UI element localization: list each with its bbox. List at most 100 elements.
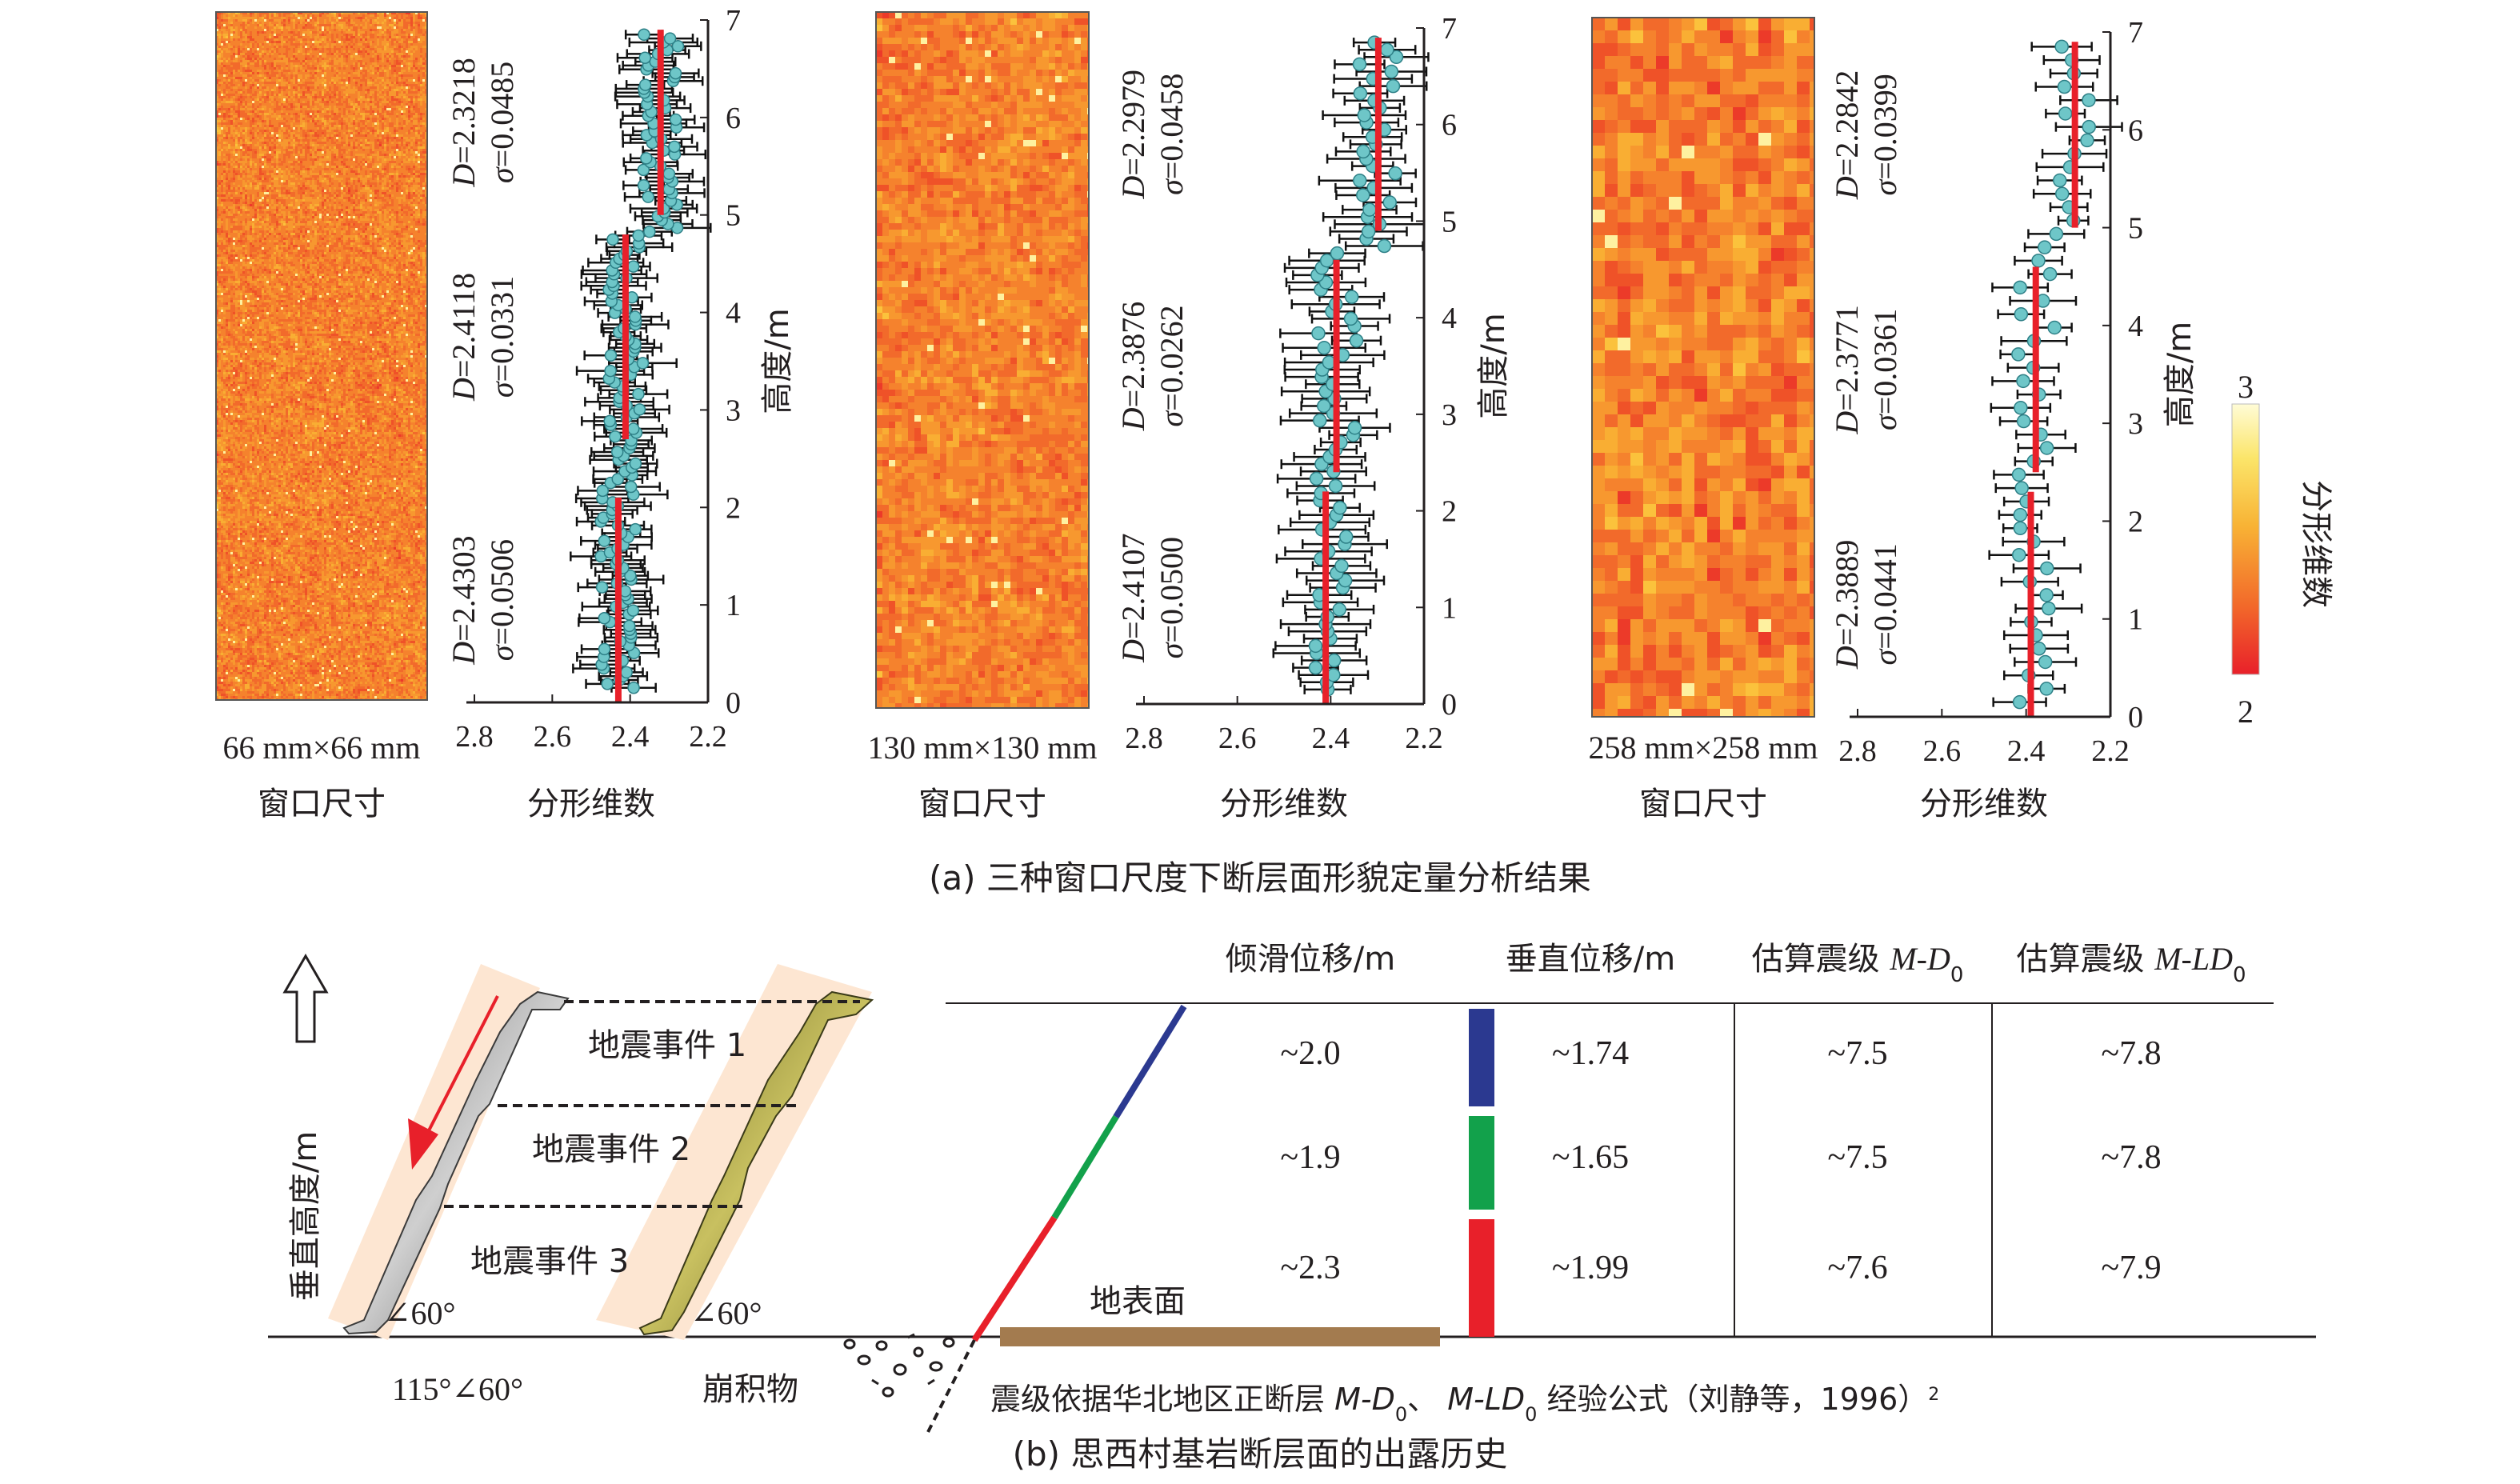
segment-sigma-label: σ=0.0500 xyxy=(1154,537,1190,658)
data-point xyxy=(2014,481,2029,495)
data-point xyxy=(637,163,650,177)
x-tick-label: 2.4 xyxy=(2007,734,2046,768)
y-tick-label: 2 xyxy=(1442,495,1457,529)
error-bars xyxy=(1988,42,2123,707)
data-point xyxy=(663,32,677,45)
data-point xyxy=(624,480,638,494)
y-axis-label: 高度/m xyxy=(759,308,796,414)
data-point xyxy=(2013,521,2028,536)
fractal-map-1 xyxy=(215,11,428,701)
y-tick-label: 5 xyxy=(1442,205,1457,238)
panel-labels: 66 mm×66 mm 窗口尺寸 分形维数 130 mm×130 mm 窗口尺寸 分形维数… xyxy=(222,730,2048,822)
data-point xyxy=(2042,601,2056,616)
x-tick-label: 2.8 xyxy=(455,720,494,754)
x-axis-label: 分形维数 xyxy=(1920,786,2048,822)
window-size-label: 66 mm×66 mm xyxy=(222,730,420,766)
data-point xyxy=(1384,64,1399,79)
data-point xyxy=(2054,39,2069,54)
table-header-m-d0: 估算震级 M-D0 xyxy=(1752,941,1964,987)
data-point xyxy=(609,430,622,443)
ground-surface-label: 地表面 xyxy=(1090,1283,1186,1320)
data-point xyxy=(1380,42,1394,57)
data-point xyxy=(1386,78,1401,94)
y-tick-label: 6 xyxy=(2128,114,2143,147)
y-tick-label: 4 xyxy=(726,297,741,330)
vertical-cell: ~1.74 xyxy=(1552,1035,1629,1072)
profile-plot-3: 2.8 2.6 2.4 2.20 1 2 3 4 5 6 7 高度/m D=2.3889σ=0.0441… xyxy=(1829,16,2198,768)
data-point xyxy=(642,190,654,203)
y-tick-label: 7 xyxy=(726,4,741,38)
fault-scan-grey xyxy=(342,990,570,1335)
table-header-m-ld0: 估算震级 M-LD0 xyxy=(2016,941,2246,987)
x-tick-label: 2.4 xyxy=(1312,722,1350,755)
data-point xyxy=(2038,240,2052,254)
data-point xyxy=(2082,93,2096,107)
x-axis-label: 分形维数 xyxy=(527,786,655,822)
angle-label-left: ∠60° xyxy=(384,1295,456,1331)
data-point xyxy=(1311,326,1326,341)
y-tick-label: 0 xyxy=(2128,701,2143,734)
segment-sigma-label: σ=0.0441 xyxy=(1867,543,1903,665)
segment-d-label: D=2.3889 xyxy=(1829,540,1865,670)
data-point xyxy=(1317,341,1331,355)
data-point xyxy=(632,387,645,401)
data-point xyxy=(595,581,609,594)
data-point xyxy=(606,233,619,246)
data-point xyxy=(1333,500,1347,515)
fractal-map-3 xyxy=(1591,17,1815,718)
vertical-axis-label: 垂直高度/m xyxy=(287,1131,324,1301)
table-header-slip: 倾滑位移/m xyxy=(1226,941,1395,978)
colorbar-title: 分形维数 xyxy=(2298,480,2334,608)
window-label: 窗口尺寸 xyxy=(258,786,386,822)
data-point xyxy=(1343,311,1358,326)
x-tick-label: 2.8 xyxy=(1125,722,1163,755)
data-point xyxy=(1309,471,1324,486)
x-tick-label: 2.8 xyxy=(1838,734,1877,768)
magnitude-note: 震级依据华北地区正断层 M-D0、 M-LD0 经验公式（刘静等，1996）2 xyxy=(990,1382,1939,1426)
y-tick-label: 3 xyxy=(2128,407,2143,441)
segment-sigma-label: σ=0.0262 xyxy=(1154,305,1190,426)
fault-segment-1 xyxy=(1113,1004,1187,1119)
y-tick-label: 1 xyxy=(726,589,741,622)
slip-arrow-shaft xyxy=(422,995,499,1141)
part-a: 2.8 2.6 2.4 2.201234567高度/mD=2.4303σ=0.0506… xyxy=(215,4,2334,898)
data-point xyxy=(2016,374,2030,389)
data-point xyxy=(669,66,682,80)
data-point xyxy=(1332,602,1346,617)
data-point xyxy=(1317,398,1331,414)
y-tick-label: 4 xyxy=(1442,302,1457,335)
data-point xyxy=(620,666,633,679)
data-point xyxy=(2047,320,2062,335)
y-tick-label: 3 xyxy=(1442,398,1457,432)
window-label: 窗口尺寸 xyxy=(1639,786,1767,822)
segment-d-label: D=2.3876 xyxy=(1115,302,1151,431)
data-point xyxy=(2031,254,2046,268)
data-point xyxy=(1328,478,1343,494)
table-header-vertical: 垂直位移/m xyxy=(1506,941,1675,978)
y-tick-label: 6 xyxy=(726,102,741,135)
fault-scan-right xyxy=(596,964,874,1340)
data-point xyxy=(603,414,616,428)
profile-plot-2: 2.8 2.6 2.4 2.20 1 2 3 4 5 6 7 高度/m D=2.4107σ=0.0500… xyxy=(1115,12,1512,755)
segment-d-label: D=2.4118 xyxy=(446,273,482,402)
slip-cell: ~1.9 xyxy=(1280,1139,1340,1176)
data-point xyxy=(1326,667,1341,682)
segment-d-label: D=2.3218 xyxy=(446,58,482,187)
fractal-map-frame xyxy=(875,11,1090,709)
data-point xyxy=(598,612,611,625)
x-axis-label: 分形维数 xyxy=(1220,786,1348,822)
orientation-label: 115°∠60° xyxy=(392,1371,523,1407)
up-arrow-icon xyxy=(282,954,329,1043)
m-ld0-cell: ~7.9 xyxy=(2101,1250,2161,1286)
data-point xyxy=(598,642,611,656)
data-point xyxy=(2011,467,2026,482)
y-axis-label: 高度/m xyxy=(2162,322,2198,427)
segment-sigma-label: σ=0.0361 xyxy=(1867,309,1903,430)
data-point xyxy=(1361,224,1376,239)
y-tick-label: 7 xyxy=(2128,16,2143,50)
colorbar-max-label: 3 xyxy=(2238,369,2254,405)
data-point xyxy=(2014,401,2028,415)
fractal-profile-plots: 2.8 2.6 2.4 2.201234567高度/mD=2.4303σ=0.0506… xyxy=(446,4,2198,768)
y-tick-label: 4 xyxy=(2128,310,2143,343)
data-point xyxy=(2042,266,2058,282)
